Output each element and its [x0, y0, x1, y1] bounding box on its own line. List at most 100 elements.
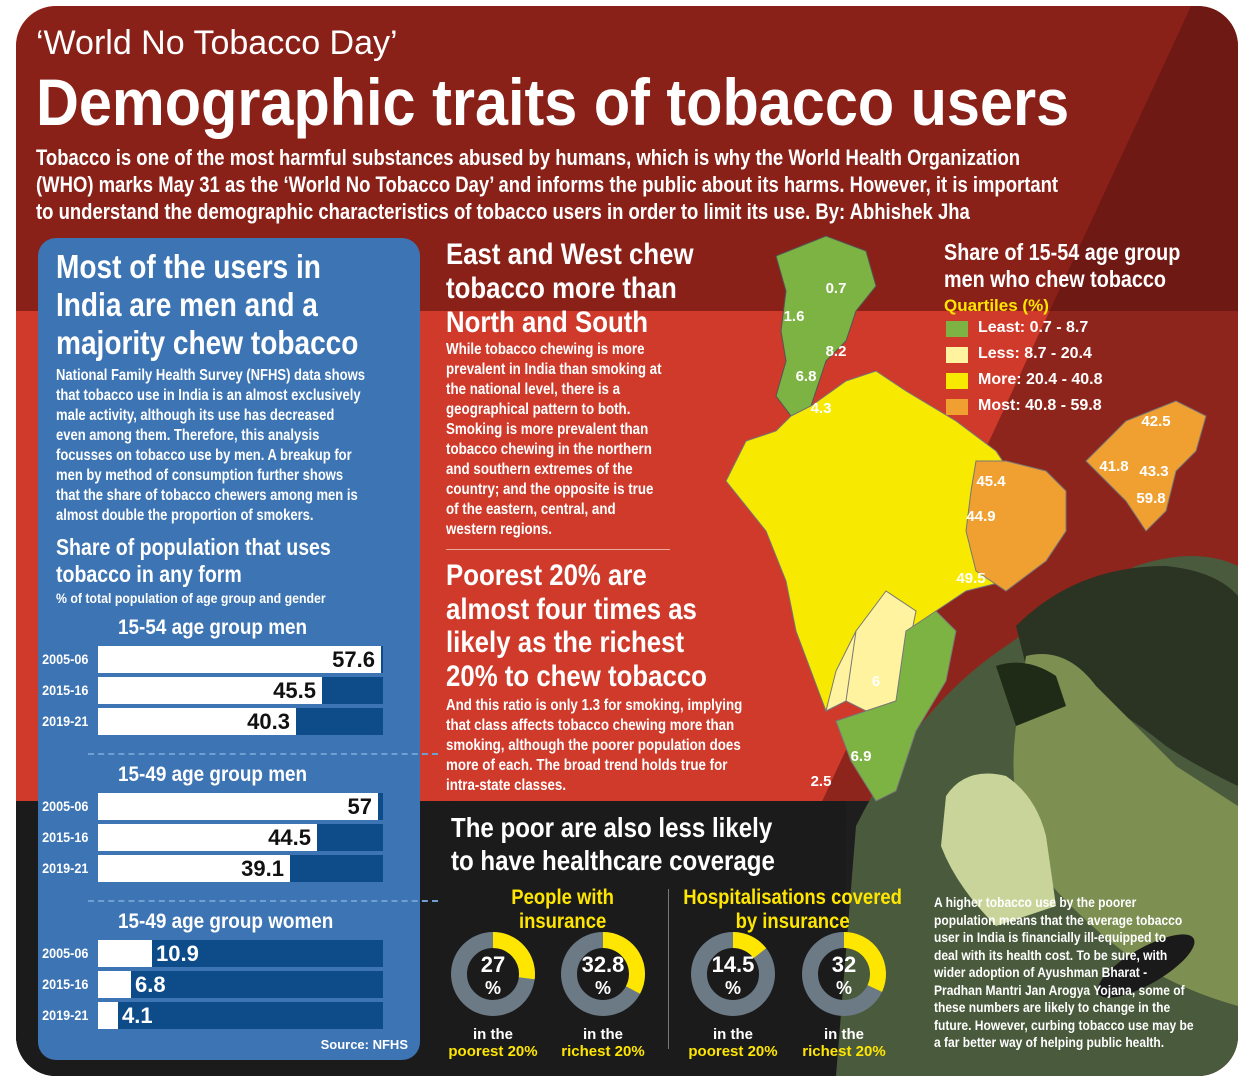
bar: [98, 855, 290, 882]
bar-track: 45.5: [98, 677, 383, 704]
bar-value-label: 4.1: [122, 1003, 153, 1028]
map-value-label: 43.3: [1139, 463, 1168, 480]
text-line: user in India is financially ill-equippe…: [934, 929, 1167, 945]
text-line: population means that the average tobacc…: [934, 911, 1183, 928]
series-title: 15-49 age group women: [118, 910, 334, 933]
bar-category-label: 2019-21: [42, 1007, 89, 1023]
text-line: prevalent in India than smoking at: [446, 361, 662, 378]
bar-value-label: 57: [347, 794, 372, 819]
man-illustration: [836, 556, 1238, 1076]
percent-sign: %: [725, 978, 741, 998]
group2-title: Hospitalisations covered by insurance: [683, 886, 902, 933]
percent-sign: %: [836, 978, 852, 998]
legend-swatch: [946, 347, 968, 363]
east-west-heading: East and West chew tobacco more than North…: [446, 238, 694, 340]
donut-value-label: 27: [481, 952, 505, 977]
text-line: focusses on tobacco use by men. A breaku…: [56, 447, 352, 464]
legend-swatch: [946, 321, 968, 337]
map-value-label: 6: [872, 673, 880, 690]
text-line: that class affects tobacco chewing more …: [446, 717, 735, 734]
group-divider: [88, 753, 438, 755]
text-line: and southern extremes of the: [446, 461, 633, 478]
text-line: Poorest 20% are: [446, 559, 647, 592]
bar-value-label: 10.9: [156, 941, 199, 966]
donut-caption: in the: [713, 1026, 753, 1043]
text-line: Smoking is more prevalent than: [446, 421, 649, 438]
donut-value-label: 32: [832, 952, 856, 977]
bar-track: 57.6: [98, 646, 383, 673]
bar-category-label: 2015-16: [42, 976, 89, 992]
series-title: 15-54 age group men: [118, 616, 308, 639]
bar-value-label: 40.3: [247, 709, 290, 734]
bar-track: 6.8: [98, 971, 383, 998]
text-line: smoking, although the poorer population …: [446, 737, 741, 754]
text-line: National Family Health Survey (NFHS) dat…: [56, 367, 365, 384]
donut-chart: 27%: [451, 932, 535, 1016]
group1-title: People with insurance: [511, 886, 614, 933]
legend-label: Least: 0.7 - 8.7: [978, 319, 1089, 336]
map-value-label: 45.4: [976, 473, 1006, 490]
left-panel: Most of the users in India are men and a…: [38, 238, 438, 1060]
bar-category-label: 2019-21: [42, 860, 89, 876]
text-line: more of each. The broad trend holds true…: [446, 757, 728, 774]
map-value-label: 6.9: [851, 748, 872, 765]
donut-value-label: 32.8: [582, 952, 625, 977]
intro-text: Tobacco is one of the most harmful subst…: [36, 145, 1059, 224]
donut-slice: [732, 932, 767, 959]
text-line: almost four times as: [446, 592, 697, 626]
bar: [98, 646, 381, 673]
background-shapes: [16, 6, 1238, 1076]
text-line: male activity, although its use has decr…: [56, 407, 335, 424]
map-value-label: 42.5: [1141, 413, 1170, 430]
bar-track: 10.9: [98, 940, 383, 967]
page-title: Demographic traits of tobacco users: [36, 65, 1070, 139]
poster: ‘World No Tobacco Day’ Demographic trait…: [16, 6, 1238, 1076]
text-line: A higher tobacco use by the poorer: [934, 894, 1137, 910]
group-divider: [88, 900, 438, 902]
bar-track: 57: [98, 793, 383, 820]
legend-swatch: [946, 399, 968, 415]
left-body: National Family Health Survey (NFHS) dat…: [56, 366, 365, 526]
text-line: men by method of consumption further sho…: [56, 467, 344, 484]
poorest-body: And this ratio is only 1.3 for smoking, …: [446, 696, 742, 796]
legend-label: Less: 8.7 - 20.4: [978, 345, 1092, 362]
text-line: that the share of tobacco chewers among …: [56, 487, 358, 504]
map-subtitle: Quartiles (%): [944, 296, 1049, 315]
bar: [98, 1002, 118, 1029]
map-value-label: 2.5: [811, 773, 832, 790]
chart-subtitle: % of total population of age group and g…: [56, 590, 326, 606]
bar: [98, 971, 131, 998]
closing-note: A higher tobacco use by the poorer popula…: [934, 894, 1194, 1052]
text-line: the national level, there is a: [446, 381, 621, 398]
donut-slice: [492, 932, 535, 980]
bar-category-label: 2005-06: [42, 945, 89, 961]
bottom-tab: [436, 801, 846, 881]
map-value-label: 0.7: [826, 280, 847, 297]
text-line: Pradhan Mantri Jan Arogya Yojana, some o…: [934, 981, 1185, 998]
donut-slice: [602, 932, 645, 994]
bar-track: 44.5: [98, 824, 383, 851]
text-line: future. However, curbing tobacco use may…: [934, 1016, 1194, 1033]
poorest-heading: Poorest 20% are almost four times as likel…: [446, 559, 707, 693]
text-line: country; and the opposite is true: [446, 481, 654, 498]
text-line: East and West chew: [446, 238, 694, 271]
bar-category-label: 2019-21: [42, 713, 89, 729]
chart-title: Share of population that uses tobacco in…: [56, 534, 331, 587]
kicker: ‘World No Tobacco Day’: [36, 24, 398, 62]
east-west-body: While tobacco chewing is more prevalent i…: [446, 340, 662, 540]
text-line: tobacco more than: [446, 272, 677, 305]
bar-value-label: 57.6: [332, 647, 375, 672]
bar-track: 39.1: [98, 855, 383, 882]
series-title: 15-49 age group men: [118, 763, 308, 786]
donut-category: richest 20%: [802, 1043, 886, 1060]
percent-sign: %: [595, 978, 611, 998]
bar-value-label: 39.1: [241, 856, 284, 881]
donut-caption: in the: [473, 1026, 513, 1043]
text-line: even among them. Therefore, this analysi…: [56, 427, 320, 444]
map-value-label: 1.6: [784, 308, 805, 325]
bar: [98, 677, 322, 704]
text-line: these numbers are likely to change in th…: [934, 999, 1171, 1015]
coverage-heading: The poor are also less likely to have he…: [451, 812, 775, 876]
text-line: geographical pattern to both.: [446, 401, 631, 418]
text-line: that tobacco use in India is an almost e…: [56, 387, 361, 404]
